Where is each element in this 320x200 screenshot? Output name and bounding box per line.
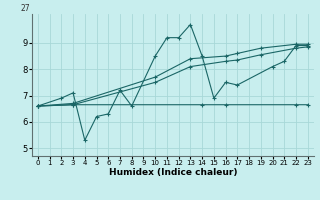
Text: 27: 27 (21, 4, 30, 13)
X-axis label: Humidex (Indice chaleur): Humidex (Indice chaleur) (108, 168, 237, 177)
